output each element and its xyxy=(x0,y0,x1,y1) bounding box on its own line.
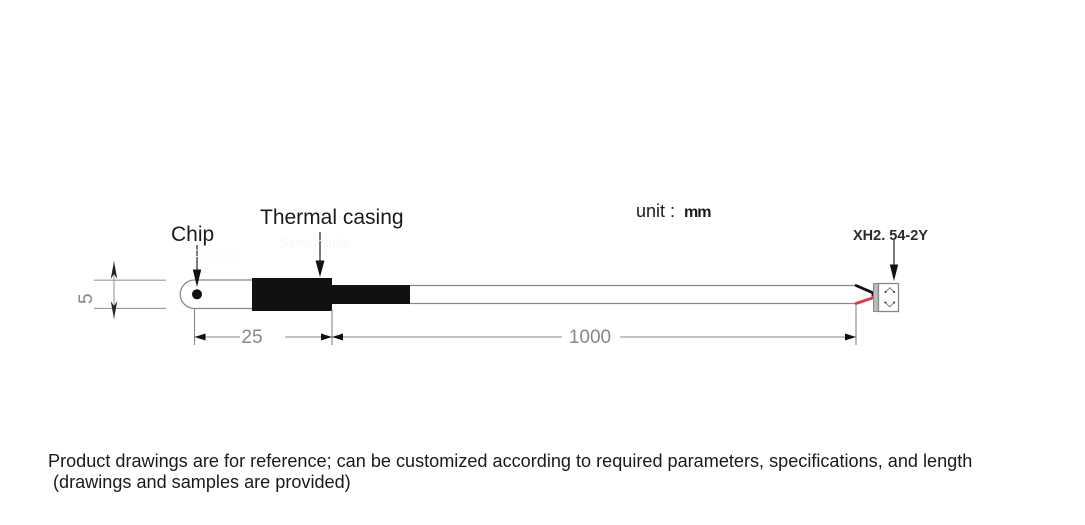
svg-text:5: 5 xyxy=(76,293,97,304)
svg-text:Chip size: Chip size xyxy=(192,248,237,260)
svg-text:XH2. 54-2Y: XH2. 54-2Y xyxy=(853,228,928,244)
svg-text:Chip: Chip xyxy=(171,223,214,246)
svg-text:mm: mm xyxy=(684,204,711,221)
svg-text:unit :: unit : xyxy=(636,201,675,221)
svg-text:Sensor tube: Sensor tube xyxy=(280,235,350,250)
svg-text:Thermal casing: Thermal casing xyxy=(260,206,404,229)
svg-text:1000: 1000 xyxy=(569,327,611,348)
svg-text:25: 25 xyxy=(241,327,262,348)
svg-text:Product drawings are for refer: Product drawings are for reference; can … xyxy=(48,451,972,471)
svg-text:(drawings and samples are prov: (drawings and samples are provided) xyxy=(53,472,351,492)
